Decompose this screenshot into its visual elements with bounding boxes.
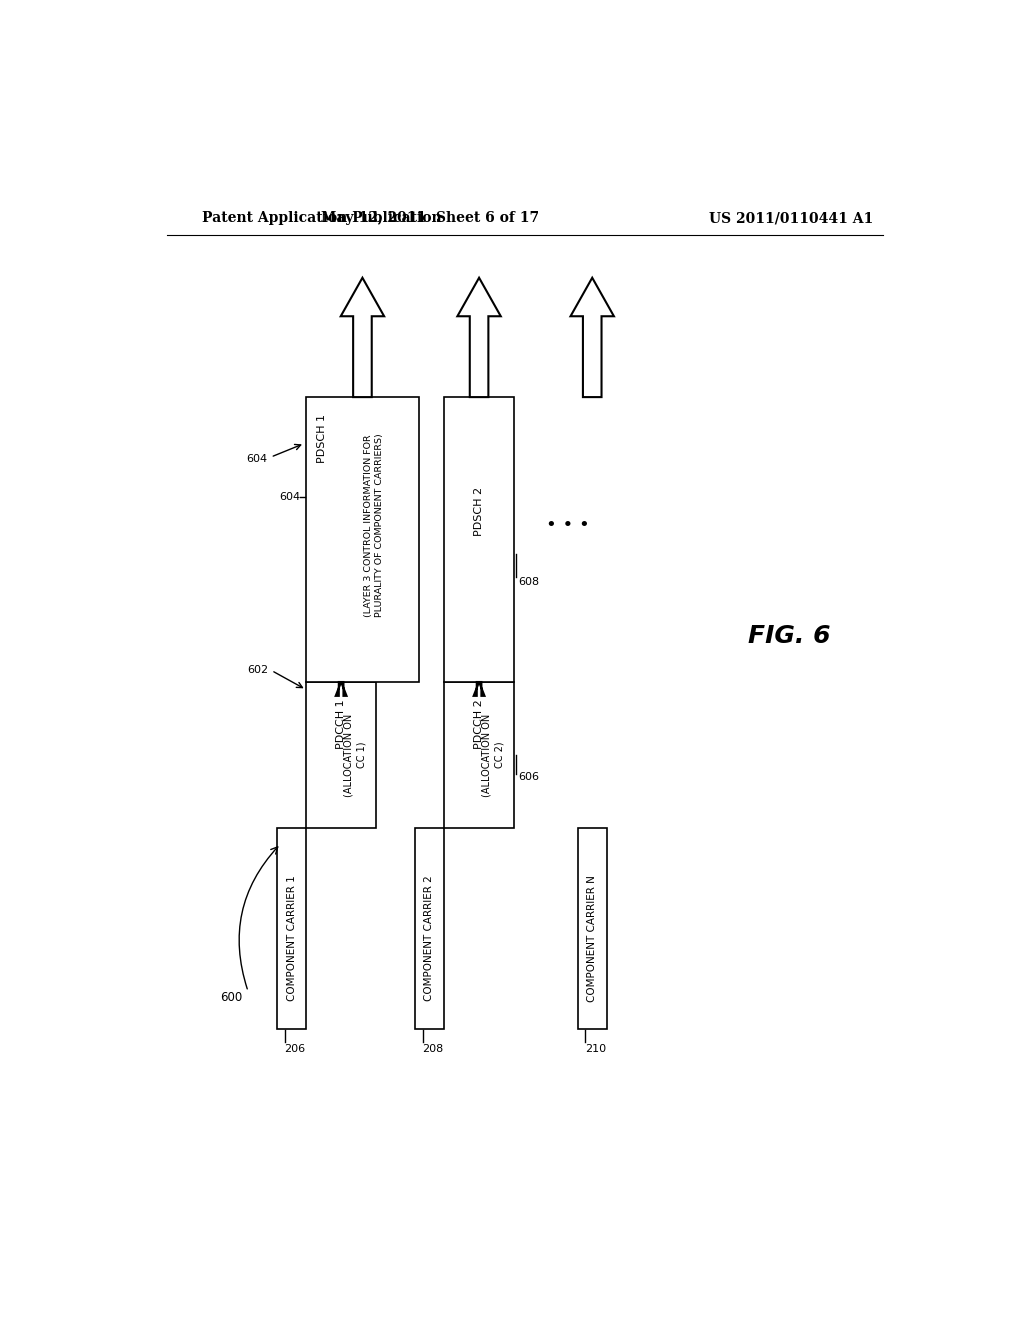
Polygon shape [570,277,614,397]
Text: FIG. 6: FIG. 6 [748,624,830,648]
Text: PDSCH 1: PDSCH 1 [316,414,327,463]
Bar [444,397,514,682]
Text: 602: 602 [247,665,268,676]
Bar [415,829,444,1028]
Text: 604: 604 [279,492,300,502]
Text: 206: 206 [285,1044,306,1053]
Text: PDCCH 1: PDCCH 1 [336,700,346,748]
Text: (ALLOCATION ON
CC 1): (ALLOCATION ON CC 1) [343,714,367,797]
Text: 608: 608 [518,577,540,587]
Text: 604: 604 [247,454,267,463]
Bar [444,682,514,829]
Bar [578,829,607,1028]
Text: US 2011/0110441 A1: US 2011/0110441 A1 [710,211,873,226]
Polygon shape [336,682,346,696]
Text: • • •: • • • [547,516,590,535]
Text: COMPONENT CARRIER N: COMPONENT CARRIER N [587,875,597,1002]
Text: 210: 210 [586,1044,606,1053]
Polygon shape [474,682,484,696]
Text: Patent Application Publication: Patent Application Publication [202,211,441,226]
Bar [306,397,419,682]
Text: May 12, 2011  Sheet 6 of 17: May 12, 2011 Sheet 6 of 17 [322,211,540,226]
Text: (LAYER 3 CONTROL INFORMATION FOR
PLURALITY OF COMPONENT CARRIERS): (LAYER 3 CONTROL INFORMATION FOR PLURALI… [364,433,384,618]
Text: PDSCH 2: PDSCH 2 [474,487,484,536]
Text: PDCCH 2: PDCCH 2 [474,700,484,748]
Text: 208: 208 [423,1044,443,1053]
Bar [306,682,376,829]
Text: (ALLOCATION ON
CC 2): (ALLOCATION ON CC 2) [481,714,505,797]
Text: COMPONENT CARRIER 2: COMPONENT CARRIER 2 [425,875,434,1002]
Polygon shape [458,277,501,397]
Text: COMPONENT CARRIER 1: COMPONENT CARRIER 1 [287,875,297,1002]
Text: 606: 606 [518,772,540,781]
Bar [276,829,306,1028]
Polygon shape [341,277,384,397]
Text: 600: 600 [220,991,243,1005]
